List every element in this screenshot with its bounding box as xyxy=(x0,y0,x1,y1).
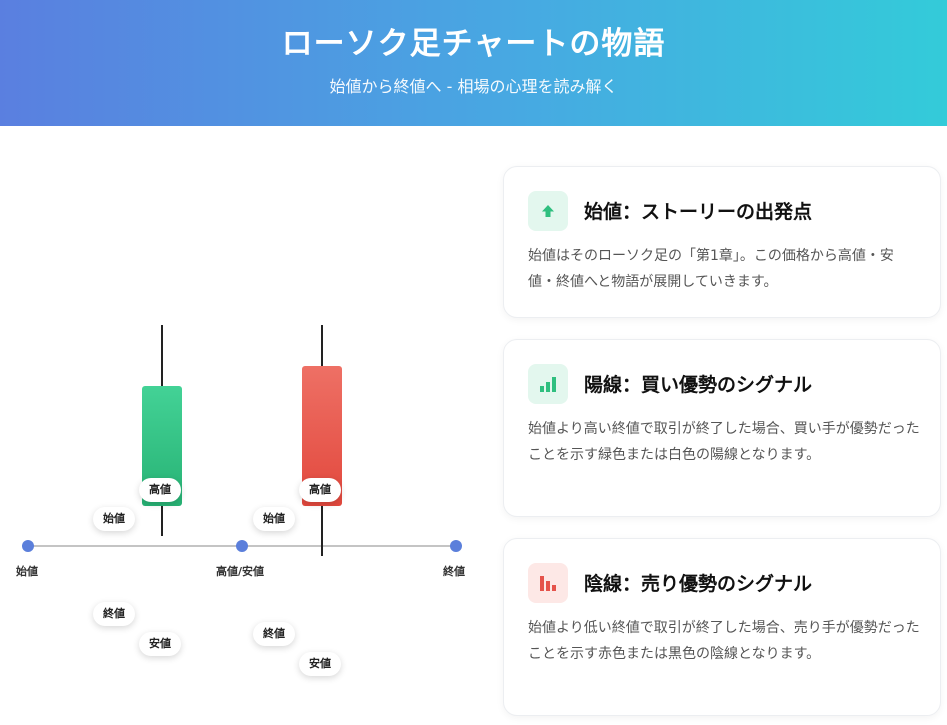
card-open-price: 始値：ストーリーの出発点 始値はそのローソク足の「第1章」。この価格から高値・安… xyxy=(503,166,941,318)
axis-label-close: 終値 xyxy=(443,565,465,578)
bearish-close-label: 終値 xyxy=(253,622,295,646)
axis-label-high-low: 高値/安値 xyxy=(216,565,265,578)
candlestick-svg xyxy=(22,325,462,556)
card-bearish: 陰線：売り優勢のシグナル 始値より低い終値で取引が終了した場合、売り手が優勢だっ… xyxy=(503,538,941,716)
bar-chart-up-icon xyxy=(528,364,568,404)
axis-dot-close xyxy=(450,540,462,552)
page-subtitle: 始値から終値へ - 相場の心理を読み解く xyxy=(329,77,618,96)
card-description: 始値より低い終値で取引が終了した場合、売り手が優勢だったことを示す赤色または黒色… xyxy=(528,620,920,662)
card-title: 始値：ストーリーの出発点 xyxy=(584,201,813,223)
bullish-candle-body xyxy=(142,386,182,506)
card-title: 陰線：売り優勢のシグナル xyxy=(584,573,813,595)
bullish-open-label: 始値 xyxy=(93,507,135,531)
card-title: 陽線：買い優勢のシグナル xyxy=(584,374,813,396)
page-header: ローソク足チャートの物語 始値から終値へ - 相場の心理を読み解く xyxy=(0,0,947,126)
card-description: 始値より高い終値で取引が終了した場合、買い手が優勢だったことを示す緑色または白色… xyxy=(528,421,920,463)
bearish-high-label: 高値 xyxy=(299,478,341,502)
bullish-low-label: 安値 xyxy=(139,632,181,656)
axis-label-open: 始値 xyxy=(16,565,38,578)
axis-dot-high-low xyxy=(236,540,248,552)
candlestick-diagram: 高値 始値 終値 安値 高値 始値 終値 安値 始値 高値/安値 終値 xyxy=(0,126,490,725)
page-title: ローソク足チャートの物語 xyxy=(281,26,666,62)
bullish-close-label: 終値 xyxy=(93,602,135,626)
bearish-candle-body xyxy=(302,366,342,506)
arrow-up-icon xyxy=(528,191,568,231)
bar-chart-down-icon xyxy=(528,563,568,603)
card-bullish: 陽線：買い優勢のシグナル 始値より高い終値で取引が終了した場合、買い手が優勢だっ… xyxy=(503,339,941,517)
axis-dot-open xyxy=(22,540,34,552)
bearish-low-label: 安値 xyxy=(299,652,341,676)
bearish-open-label: 始値 xyxy=(253,507,295,531)
bullish-high-label: 高値 xyxy=(139,478,181,502)
card-description: 始値はそのローソク足の「第1章」。この価格から高値・安値・終値へと物語が展開して… xyxy=(528,248,894,290)
